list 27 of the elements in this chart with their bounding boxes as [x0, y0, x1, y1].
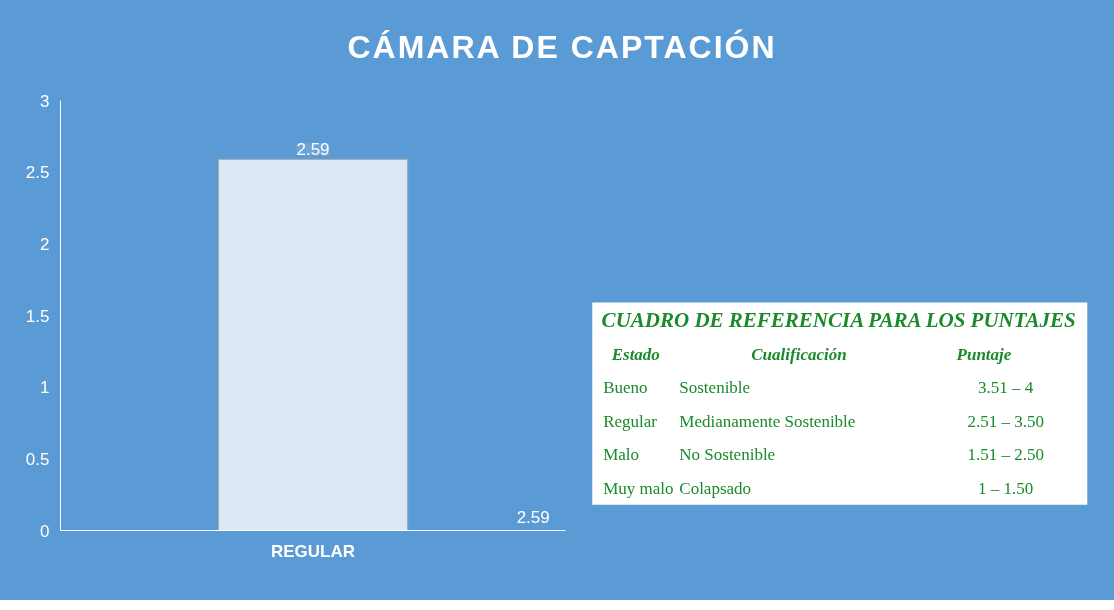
- x-tick-label: REGULAR: [270, 541, 356, 561]
- text: CUADRO DE REFERENCIA PARA LOS PUNTAJES: [601, 307, 1076, 332]
- y-tick-label: 2.5: [25, 163, 50, 183]
- chart-title: CÁMARA DE CAPTACIÓN: [347, 28, 777, 67]
- text: Muy malo: [603, 478, 674, 498]
- data-label: 2.59: [296, 140, 330, 160]
- y-tick-label: 2: [40, 234, 50, 254]
- y-tick-label: 0.5: [25, 449, 50, 469]
- text: Bueno: [603, 378, 648, 398]
- text: Regular: [603, 411, 658, 431]
- y-tick-label: 1: [40, 378, 50, 398]
- text: 1 – 1.50: [978, 478, 1034, 498]
- text: Colapsado: [679, 478, 752, 498]
- text: No Sostenible: [679, 445, 776, 465]
- text: 3.51 – 4: [978, 378, 1034, 398]
- y-tick-label: 1.5: [25, 306, 50, 326]
- y-tick-label: 0: [40, 521, 50, 541]
- text: Medianamente Sostenible: [679, 411, 856, 431]
- text: Estado: [610, 344, 660, 364]
- text: Sostenible: [679, 378, 751, 398]
- text: 1.51 – 2.50: [967, 445, 1044, 465]
- text: 2.51 – 3.50: [967, 411, 1044, 431]
- text: Malo: [603, 445, 640, 465]
- y-tick-label: 3: [40, 91, 50, 111]
- text: Puntaje: [955, 344, 1012, 364]
- text: Cualificación: [751, 344, 847, 364]
- text: 2.59: [516, 507, 550, 527]
